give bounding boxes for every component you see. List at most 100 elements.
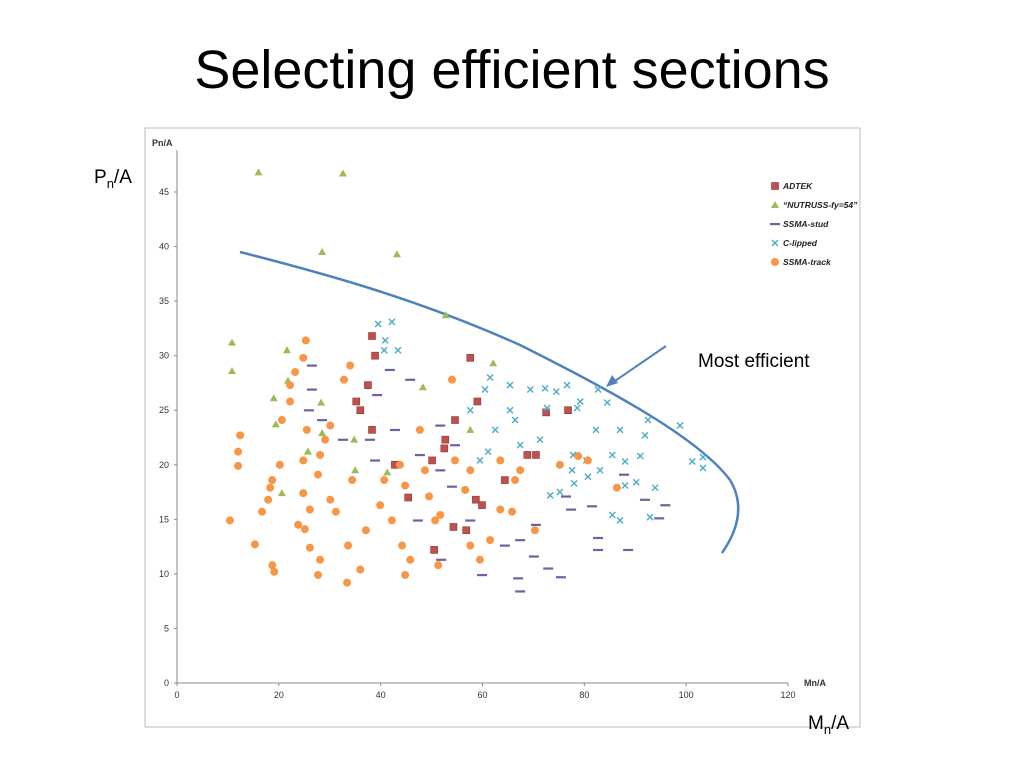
point bbox=[513, 577, 524, 580]
point bbox=[264, 495, 273, 504]
point bbox=[496, 456, 505, 465]
point bbox=[461, 485, 470, 494]
point bbox=[603, 399, 611, 407]
point bbox=[435, 469, 446, 472]
point bbox=[436, 558, 447, 561]
point bbox=[376, 501, 385, 510]
point bbox=[299, 353, 308, 362]
point bbox=[449, 523, 458, 531]
y-tick-label: 35 bbox=[159, 296, 169, 306]
point bbox=[462, 526, 471, 535]
y-tick-label: 30 bbox=[159, 351, 169, 361]
point bbox=[392, 250, 401, 258]
point bbox=[387, 516, 396, 525]
point bbox=[368, 332, 376, 340]
point bbox=[555, 460, 564, 469]
x-tick-label: 40 bbox=[376, 690, 386, 700]
x-caption-rest: /A bbox=[831, 713, 849, 734]
legend-marker bbox=[771, 258, 779, 266]
point bbox=[250, 540, 259, 549]
y-caption-sub: n bbox=[107, 176, 114, 191]
point bbox=[430, 546, 438, 554]
point bbox=[225, 516, 234, 525]
point bbox=[227, 366, 236, 374]
point bbox=[570, 479, 578, 487]
point bbox=[592, 426, 600, 434]
y-caption: Pn/A bbox=[94, 167, 132, 191]
point bbox=[660, 504, 671, 507]
plot: Pn/A Mn/A 0 5 10 15 20 25 30 35 40 45 0 20 40 60 80 100 12… bbox=[152, 138, 858, 700]
x-tick-label: 120 bbox=[780, 690, 795, 700]
point bbox=[269, 394, 278, 402]
point bbox=[616, 426, 624, 434]
point bbox=[346, 361, 355, 370]
point bbox=[451, 416, 459, 424]
point bbox=[528, 555, 539, 558]
slide-title: Selecting efficient sections bbox=[194, 40, 829, 100]
x-caption: Mn/A bbox=[808, 713, 849, 737]
y-tick-label: 20 bbox=[159, 460, 169, 470]
point bbox=[532, 451, 540, 459]
point bbox=[306, 388, 317, 391]
point bbox=[234, 461, 243, 470]
point bbox=[486, 536, 495, 545]
point bbox=[496, 505, 505, 514]
point bbox=[616, 516, 624, 524]
point bbox=[314, 470, 323, 479]
point bbox=[446, 485, 457, 488]
point bbox=[318, 248, 327, 256]
point bbox=[466, 425, 475, 433]
y-tick-label: 15 bbox=[159, 514, 169, 524]
point bbox=[465, 519, 476, 522]
point bbox=[268, 561, 277, 570]
x-axis-label: Mn/A bbox=[804, 678, 826, 688]
point bbox=[466, 354, 475, 362]
point bbox=[515, 590, 526, 593]
point bbox=[326, 495, 335, 504]
point bbox=[394, 346, 402, 354]
point bbox=[555, 576, 566, 579]
y-tick-label: 0 bbox=[164, 678, 169, 688]
point bbox=[435, 424, 446, 427]
point bbox=[584, 473, 592, 481]
point bbox=[561, 495, 572, 498]
point bbox=[641, 431, 649, 439]
point bbox=[621, 458, 629, 465]
arrow-shaft bbox=[611, 345, 667, 384]
point bbox=[636, 452, 644, 460]
x-caption-sub: n bbox=[824, 722, 831, 737]
point bbox=[300, 525, 309, 534]
point bbox=[688, 458, 696, 465]
point bbox=[301, 336, 310, 345]
chart-frame bbox=[144, 127, 861, 728]
point bbox=[543, 404, 551, 412]
point bbox=[515, 539, 526, 542]
y-caption-rest: /A bbox=[114, 167, 132, 188]
point bbox=[401, 570, 410, 579]
point bbox=[364, 438, 375, 441]
point bbox=[676, 422, 684, 429]
point bbox=[651, 484, 659, 492]
point bbox=[472, 495, 480, 504]
point bbox=[270, 567, 279, 576]
point bbox=[428, 456, 436, 465]
point bbox=[654, 517, 665, 520]
y-tick-label: 25 bbox=[159, 405, 169, 415]
point bbox=[317, 419, 328, 422]
point bbox=[227, 338, 236, 346]
point bbox=[420, 466, 429, 475]
point bbox=[436, 510, 445, 519]
point bbox=[619, 473, 630, 476]
arrow-head bbox=[606, 375, 618, 387]
point bbox=[566, 508, 577, 511]
point bbox=[568, 466, 576, 474]
point bbox=[536, 436, 544, 444]
point bbox=[415, 425, 424, 434]
point bbox=[398, 541, 407, 550]
point bbox=[299, 456, 308, 465]
point bbox=[268, 476, 277, 485]
point bbox=[356, 565, 365, 574]
point bbox=[466, 541, 475, 550]
legend-marker bbox=[770, 223, 780, 226]
